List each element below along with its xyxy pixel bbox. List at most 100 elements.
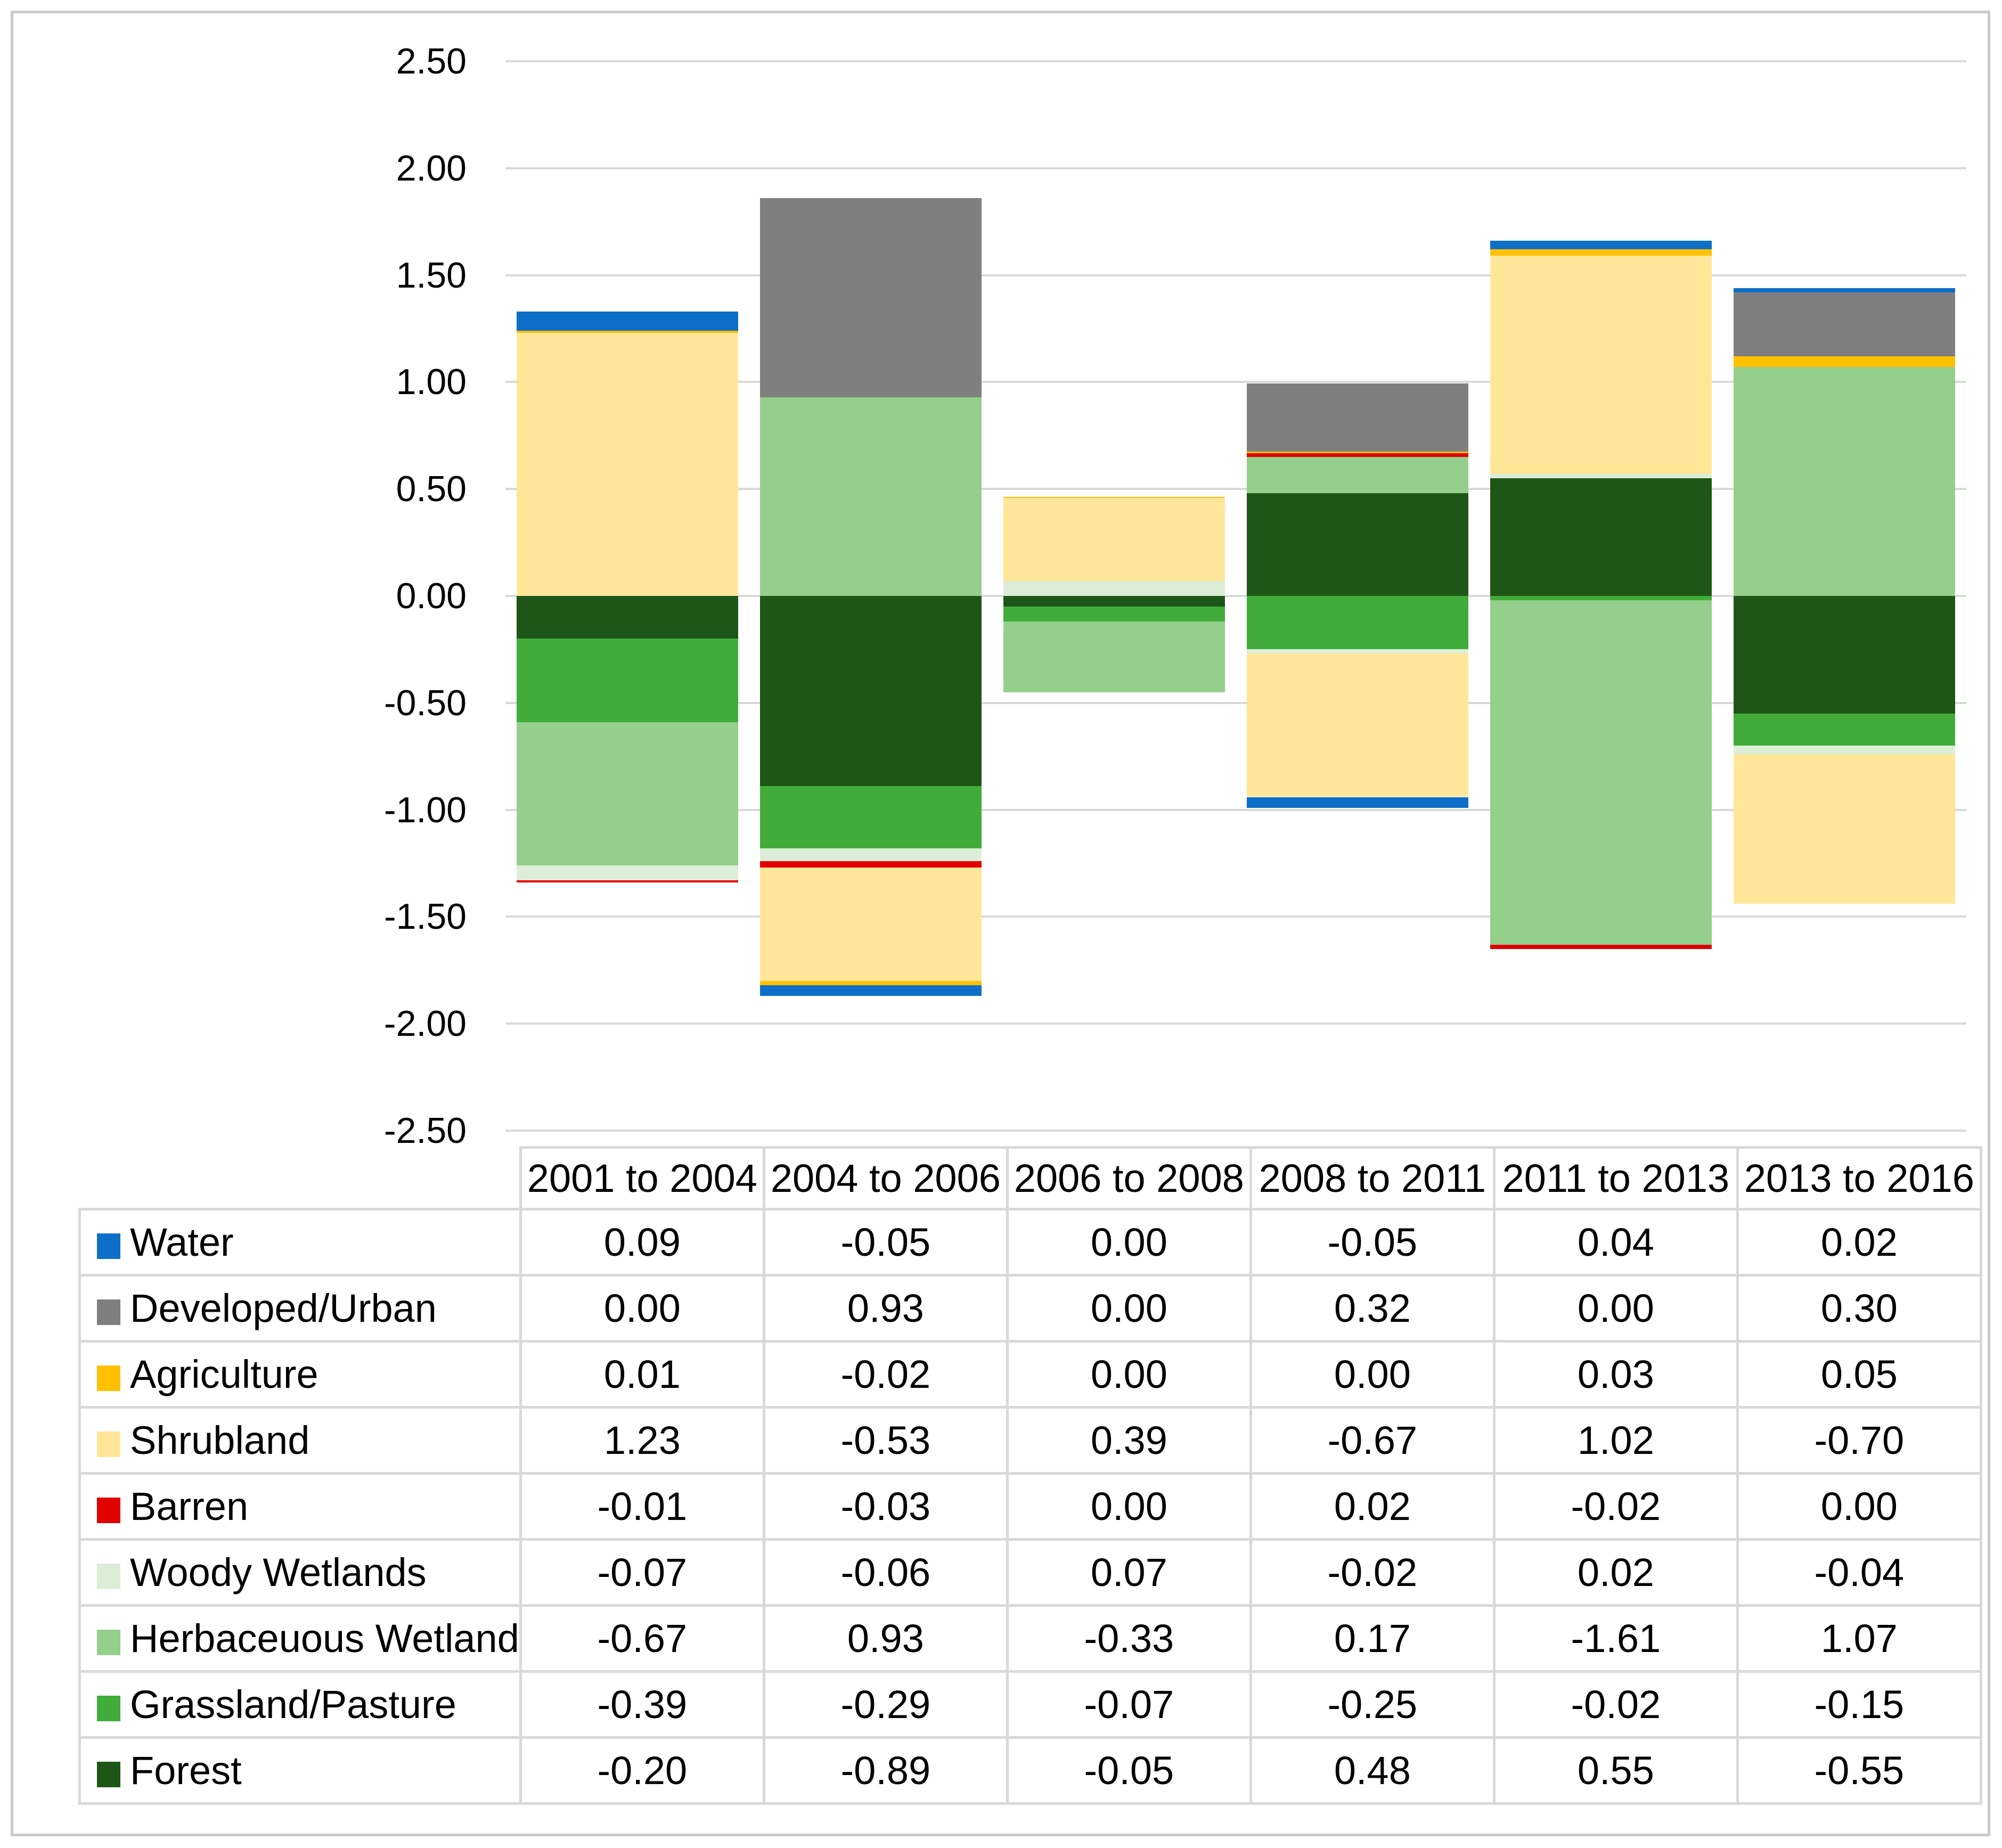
legend-cell: Water: [78, 1208, 522, 1277]
legend-label: Barren: [130, 1484, 249, 1528]
bar-segment: [1734, 754, 1956, 904]
bar-segment: [759, 397, 982, 596]
legend-swatch: [97, 1696, 120, 1721]
value-cell: -0.33: [1006, 1604, 1252, 1673]
value-cell: -0.20: [519, 1736, 765, 1805]
y-axis-tick-label: 1.50: [396, 255, 467, 296]
value-cell: -0.05: [1006, 1736, 1252, 1805]
gridline: [505, 1023, 1966, 1025]
legend-cell: Herbaceuous Wetland: [78, 1604, 522, 1673]
table-row: Shrubland 1.23 -0.53 0.39 -0.67 1.02 -0.70: [78, 1406, 1982, 1475]
value-cell: -0.02: [1492, 1670, 1739, 1739]
bar-segment: [516, 880, 738, 883]
bar-segment: [759, 848, 982, 861]
legend-swatch: [97, 1498, 120, 1523]
value-cell: 0.04: [1492, 1208, 1739, 1277]
value-cell: 1.23: [519, 1406, 765, 1475]
bar-segment: [1490, 944, 1712, 949]
legend-label: Water: [130, 1220, 234, 1264]
value-cell: 0.93: [762, 1274, 1009, 1343]
value-cell: 0.00: [1492, 1274, 1739, 1343]
bar-segment: [1247, 452, 1469, 453]
value-cell: 0.00: [1006, 1274, 1252, 1343]
bar-segment: [1734, 356, 1956, 367]
gridline: [505, 167, 1966, 169]
bar-segment: [759, 596, 982, 787]
legend-cell: Forest: [78, 1736, 522, 1805]
table-row: Barren -0.01 -0.03 0.00 0.02 -0.02 0.00: [78, 1472, 1982, 1541]
value-cell: 0.05: [1736, 1340, 1982, 1409]
legend-swatch: [97, 1299, 120, 1325]
value-cell: -0.07: [519, 1538, 765, 1607]
bar-segment: [1490, 256, 1712, 475]
gridline: [505, 701, 1966, 704]
value-cell: 0.02: [1492, 1538, 1739, 1607]
legend-swatch: [97, 1564, 120, 1589]
table-row: Agriculture 0.01 -0.02 0.00 0.00 0.03 0.05: [78, 1340, 1982, 1409]
legend-cell: Shrubland: [78, 1406, 522, 1475]
bar-segment: [759, 198, 982, 397]
legend-label: Grassland/Pasture: [130, 1682, 456, 1727]
bar-segment: [759, 861, 982, 868]
value-cell: -0.67: [519, 1604, 765, 1673]
table-row: Forest -0.20 -0.89 -0.05 0.48 0.55 -0.55: [78, 1736, 1982, 1805]
bar-segment: [759, 985, 982, 996]
value-cell: -0.55: [1736, 1736, 1982, 1805]
value-cell: 0.09: [519, 1208, 765, 1277]
value-cell: -0.25: [1249, 1670, 1496, 1739]
bar-segment: [1247, 383, 1469, 452]
bar-segment: [1247, 493, 1469, 596]
value-cell: 0.01: [519, 1340, 765, 1409]
bar-segment: [1247, 452, 1469, 457]
bar-segment: [516, 722, 738, 865]
value-cell: 0.00: [1736, 1472, 1982, 1541]
gridline: [505, 808, 1966, 811]
value-cell: 0.00: [1006, 1472, 1252, 1541]
value-cell: -0.03: [762, 1472, 1009, 1541]
bar-segment: [516, 331, 738, 333]
legend-swatch: [97, 1365, 120, 1391]
legend-cell: Grassland/Pasture: [78, 1670, 522, 1739]
value-cell: -0.53: [762, 1406, 1009, 1475]
bar-segment: [1734, 746, 1956, 755]
bar-segment: [516, 865, 738, 881]
y-axis-tick-label: -2.50: [384, 1110, 467, 1151]
bar-segment: [1003, 622, 1225, 692]
value-cell: -0.05: [762, 1208, 1009, 1277]
legend-swatch: [97, 1762, 120, 1787]
bar-segment: [1734, 596, 1956, 714]
gridline: [505, 1130, 1966, 1132]
chart-plot-area: [505, 60, 1966, 1132]
bar-segment: [1734, 292, 1956, 357]
value-cell: 0.00: [1006, 1208, 1252, 1277]
value-cell: -0.15: [1736, 1670, 1982, 1739]
value-cell: 0.39: [1006, 1406, 1252, 1475]
value-cell: -0.04: [1736, 1538, 1982, 1607]
legend-swatch: [97, 1432, 120, 1457]
table-row: Developed/Urban 0.00 0.93 0.00 0.32 0.00 0.30: [78, 1274, 1982, 1343]
bar-segment: [1003, 607, 1225, 622]
bar-segment: [1490, 596, 1712, 601]
legend-label: Shrubland: [130, 1418, 310, 1462]
bar-segment: [1003, 496, 1225, 498]
value-cell: 0.03: [1492, 1340, 1739, 1409]
y-axis-tick-label: 2.50: [396, 41, 467, 81]
table-header-cell: 2008 to 2011: [1249, 1146, 1496, 1211]
value-cell: 0.32: [1249, 1274, 1496, 1343]
value-cell: -0.06: [762, 1538, 1009, 1607]
legend-swatch: [97, 1630, 120, 1655]
table-header-cell: 2001 to 2004: [519, 1146, 765, 1211]
legend-swatch: [97, 1233, 120, 1259]
value-cell: 0.93: [762, 1604, 1009, 1673]
value-cell: 0.02: [1249, 1472, 1496, 1541]
value-cell: 0.55: [1492, 1736, 1739, 1805]
legend-cell: Developed/Urban: [78, 1274, 522, 1343]
value-cell: -0.07: [1006, 1670, 1252, 1739]
gridline: [505, 488, 1966, 490]
bar-segment: [1247, 596, 1469, 650]
bar-segment: [1247, 456, 1469, 494]
bar-segment: [1247, 649, 1469, 654]
value-cell: 0.00: [519, 1274, 765, 1343]
legend-label: Herbaceuous Wetland: [130, 1616, 519, 1661]
